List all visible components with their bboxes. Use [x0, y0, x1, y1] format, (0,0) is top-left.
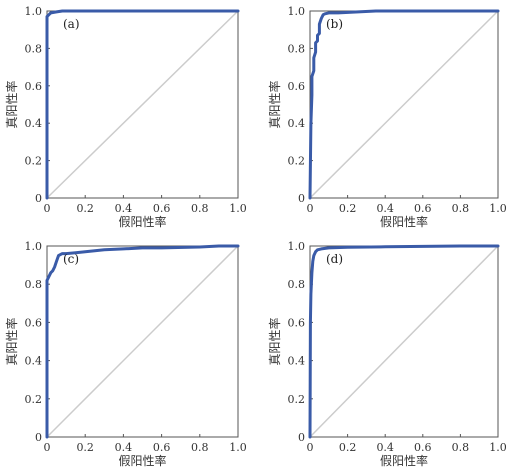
x-tick-label: 0.8 [191, 441, 209, 454]
x-tick-label: 1.0 [229, 441, 247, 454]
y-tick-label: 0 [35, 192, 42, 205]
x-tick-label: 0.4 [376, 441, 394, 454]
chance-diagonal-line [309, 245, 499, 438]
y-axis-label: 真阳性率 [267, 317, 282, 365]
y-tick-label: 0.8 [25, 42, 43, 55]
roc-panel-b: 0 0.2 0.4 0.6 0.8 1.0 0 0.2 0.4 0.6 0.8 1.0 (b) 假阳性率 真… [267, 5, 507, 229]
y-tick-label: 0.8 [288, 42, 306, 55]
panel-label: (d) [326, 252, 343, 266]
y-tick-label: 1.0 [25, 5, 43, 18]
panel-label: (b) [326, 17, 343, 31]
x-axis-label: 假阳性率 [118, 214, 166, 229]
panel-label: (a) [63, 17, 80, 31]
panel-label: (c) [63, 252, 79, 266]
y-tick-label: 0.6 [25, 80, 43, 93]
y-tick-label: 0.2 [25, 155, 43, 168]
x-tick-label: 0.8 [452, 441, 470, 454]
x-axis-label: 假阳性率 [380, 453, 428, 468]
roc-curve [45, 9, 240, 200]
x-tick-label: 1.0 [489, 202, 507, 215]
chance-diagonal-line [309, 10, 499, 199]
x-tick-label: 0.4 [115, 202, 133, 215]
roc-panel-c: 0 0.2 0.4 0.6 0.8 1.0 0 0.2 0.4 0.6 0.8 1.0 (c) 假阳性率 真… [4, 240, 247, 468]
x-tick-label: 0.4 [376, 202, 394, 215]
roc-panel-d: 0 0.2 0.4 0.6 0.8 1.0 0 0.2 0.4 0.6 0.8 1.0 (d) 假阳性率 真… [267, 240, 507, 468]
x-tick-label: 0 [44, 202, 51, 215]
roc-curve [308, 9, 500, 200]
x-axis-label: 假阳性率 [380, 214, 428, 229]
y-axis-label: 真阳性率 [4, 317, 19, 365]
chance-diagonal-line [46, 245, 239, 438]
x-axis-label: 假阳性率 [118, 453, 166, 468]
x-tick-label: 0 [307, 441, 314, 454]
y-axis-label: 真阳性率 [4, 80, 19, 128]
x-tick-label: 0.4 [115, 441, 133, 454]
y-tick-label: 0.6 [288, 316, 306, 329]
y-tick-label: 0.4 [25, 117, 43, 130]
y-tick-label: 1.0 [288, 5, 306, 18]
x-tick-label: 0.2 [76, 202, 94, 215]
y-tick-label: 1.0 [25, 240, 43, 253]
y-tick-label: 0 [35, 431, 42, 444]
y-tick-label: 0.6 [25, 316, 43, 329]
y-axis-label: 真阳性率 [267, 80, 282, 128]
x-tick-label: 0.2 [339, 202, 357, 215]
x-tick-label: 0.8 [452, 202, 470, 215]
x-tick-label: 0.2 [76, 441, 94, 454]
x-tick-label: 1.0 [229, 202, 247, 215]
y-tick-label: 0.4 [25, 355, 43, 368]
x-tick-label: 0.6 [414, 441, 432, 454]
x-tick-label: 1.0 [489, 441, 507, 454]
y-tick-label: 0.2 [288, 393, 306, 406]
x-tick-label: 0.6 [414, 202, 432, 215]
x-tick-label: 0 [307, 202, 314, 215]
y-tick-label: 0.2 [288, 155, 306, 168]
x-tick-label: 0.2 [339, 441, 357, 454]
y-tick-label: 0 [298, 192, 305, 205]
y-tick-label: 0.8 [25, 278, 43, 291]
y-tick-label: 0.4 [288, 355, 306, 368]
x-tick-label: 0 [44, 441, 51, 454]
y-tick-label: 0 [298, 431, 305, 444]
chance-diagonal-line [46, 10, 239, 199]
x-tick-label: 0.6 [153, 441, 171, 454]
roc-curve [308, 244, 500, 439]
x-tick-label: 0.8 [191, 202, 209, 215]
roc-curve [45, 244, 240, 439]
y-tick-label: 0.2 [25, 393, 43, 406]
x-tick-label: 0.6 [153, 202, 171, 215]
y-tick-label: 0.8 [288, 278, 306, 291]
roc-panel-a: 0 0.2 0.4 0.6 0.8 1.0 0 0.2 0.4 0.6 0.8 1.0 (a) 假阳性率 真… [4, 5, 247, 229]
y-tick-label: 0.4 [288, 117, 306, 130]
y-tick-label: 0.6 [288, 80, 306, 93]
y-tick-label: 1.0 [288, 240, 306, 253]
